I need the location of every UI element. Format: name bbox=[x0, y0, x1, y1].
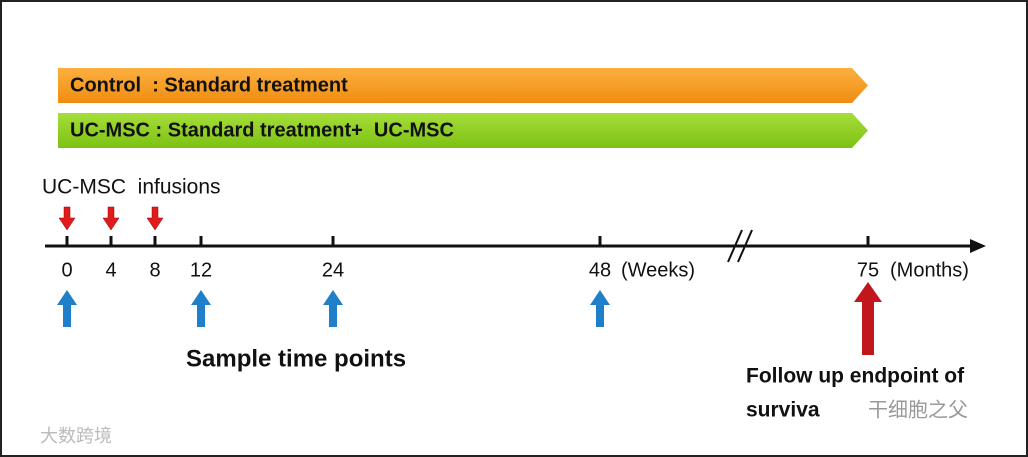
sample-arrow bbox=[57, 290, 77, 327]
break-mark bbox=[737, 229, 753, 263]
infusion-arrow bbox=[58, 206, 76, 231]
tick-label: 24 bbox=[322, 259, 344, 281]
months-unit: (Months) bbox=[890, 259, 969, 281]
sample-arrow bbox=[323, 290, 343, 327]
watermark: 干细胞之父 bbox=[868, 398, 968, 421]
infusion-arrow bbox=[146, 206, 164, 231]
infusions-title: UC-MSC infusions bbox=[42, 176, 221, 199]
tick-label: 12 bbox=[190, 259, 212, 281]
timeline-head bbox=[970, 239, 986, 253]
sample-arrow bbox=[191, 290, 211, 327]
ucmsc-label: UC-MSC : Standard treatment+ UC-MSC bbox=[70, 119, 454, 141]
endpoint-line1: Follow up endpoint of bbox=[746, 365, 965, 388]
weeks-unit: (Weeks) bbox=[621, 259, 695, 281]
tick-label: 48 bbox=[589, 259, 611, 281]
control-bar bbox=[58, 68, 868, 103]
control-label: Control : Standard treatment bbox=[70, 74, 348, 96]
tick-label: 8 bbox=[149, 259, 160, 281]
endpoint-line2: surviva bbox=[746, 399, 820, 422]
tick-label: 4 bbox=[105, 259, 116, 281]
infusion-arrow bbox=[102, 206, 120, 231]
break-mark bbox=[727, 229, 743, 263]
tick-label: 75 bbox=[857, 259, 879, 281]
ucmsc-bar bbox=[58, 113, 868, 148]
watermark: 大数跨境 bbox=[40, 426, 112, 446]
sample-title: Sample time points bbox=[186, 345, 406, 372]
tick-label: 0 bbox=[61, 259, 72, 281]
sample-arrow bbox=[590, 290, 610, 327]
endpoint-arrow bbox=[854, 282, 882, 355]
